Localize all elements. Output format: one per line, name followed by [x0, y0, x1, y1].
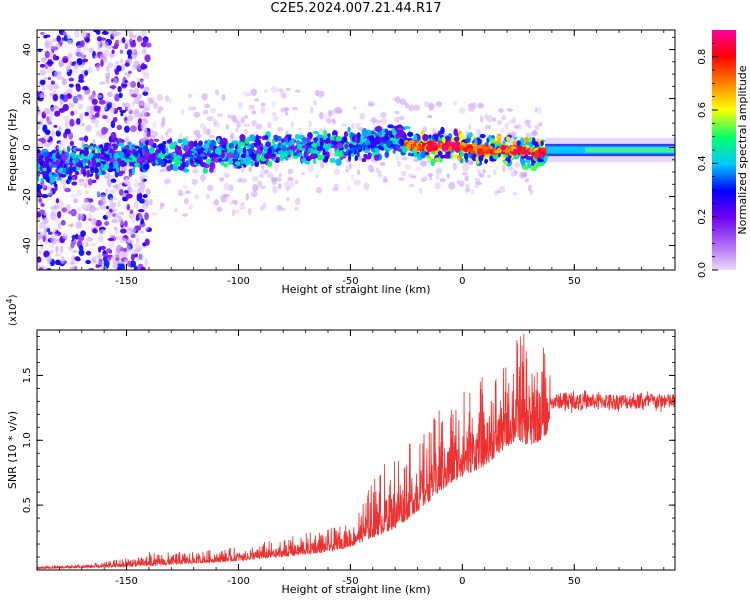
y-tick-label: 20	[22, 92, 33, 105]
y-tick-label: -40	[22, 237, 33, 253]
x-tick-label: -100	[227, 576, 250, 587]
colorbar-tick-label: 0.2	[697, 209, 708, 225]
snr-x-axis-label: Height of straight line (km)	[281, 583, 430, 596]
x-tick-label: -50	[342, 576, 358, 587]
y-tick-label: 1.0	[22, 432, 33, 448]
x-tick-label: 0	[459, 576, 465, 587]
x-tick-label: 50	[568, 276, 581, 287]
colorbar-tick-label: 0.0	[697, 262, 708, 278]
snr-panel: -150 -100 -50 0 50 0.5 1.0 1.5 Height of straig…	[5, 294, 676, 596]
y-tick-label: 0.5	[22, 497, 33, 513]
colorbar-tick-label: 0.8	[697, 49, 708, 65]
colorbar-ticks: 0.0 0.2 0.4 0.6 0.8	[697, 42, 718, 278]
colorbar: 0.0 0.2 0.4 0.6 0.8 Normalized spectral ampl…	[697, 30, 749, 278]
snr-background	[37, 330, 675, 570]
colorbar-label: Normalized spectral amplitude	[736, 65, 749, 234]
y-tick-label: 40	[22, 43, 33, 56]
y-tick-label: 0	[22, 144, 33, 150]
spectrogram-panel: -150 -100 -50 0 50 -40 -20 0 20 40 Height of stra…	[6, 29, 676, 296]
spectrogram-y-axis-label: Frequency (Hz)	[6, 109, 19, 192]
x-tick-label: -50	[342, 276, 358, 287]
spectrogram-heatmap	[37, 30, 675, 270]
x-tick-label: 0	[459, 276, 465, 287]
colorbar-gradient	[712, 30, 736, 270]
snr-y-axis-label: SNR (10 * v/v)	[6, 411, 19, 489]
x-tick-label: -100	[227, 276, 250, 287]
snr-series-line	[37, 333, 675, 570]
y-tick-label: 1.5	[22, 367, 33, 383]
y-tick-label: -20	[22, 188, 33, 204]
spectrogram-x-axis-label: Height of straight line (km)	[281, 283, 430, 296]
snr-frame	[36, 329, 676, 571]
x-tick-label: -150	[115, 276, 138, 287]
spectrogram-frame	[36, 29, 676, 271]
x-tick-label: -150	[115, 576, 138, 587]
figure-title: C2E5.2024.007.21.44.R17	[270, 1, 442, 16]
snr-y-scale-label: (x104)	[5, 294, 19, 326]
colorbar-tick-label: 0.6	[697, 102, 708, 118]
x-tick-label: 50	[568, 576, 581, 587]
colorbar-tick-label: 0.4	[697, 155, 708, 171]
